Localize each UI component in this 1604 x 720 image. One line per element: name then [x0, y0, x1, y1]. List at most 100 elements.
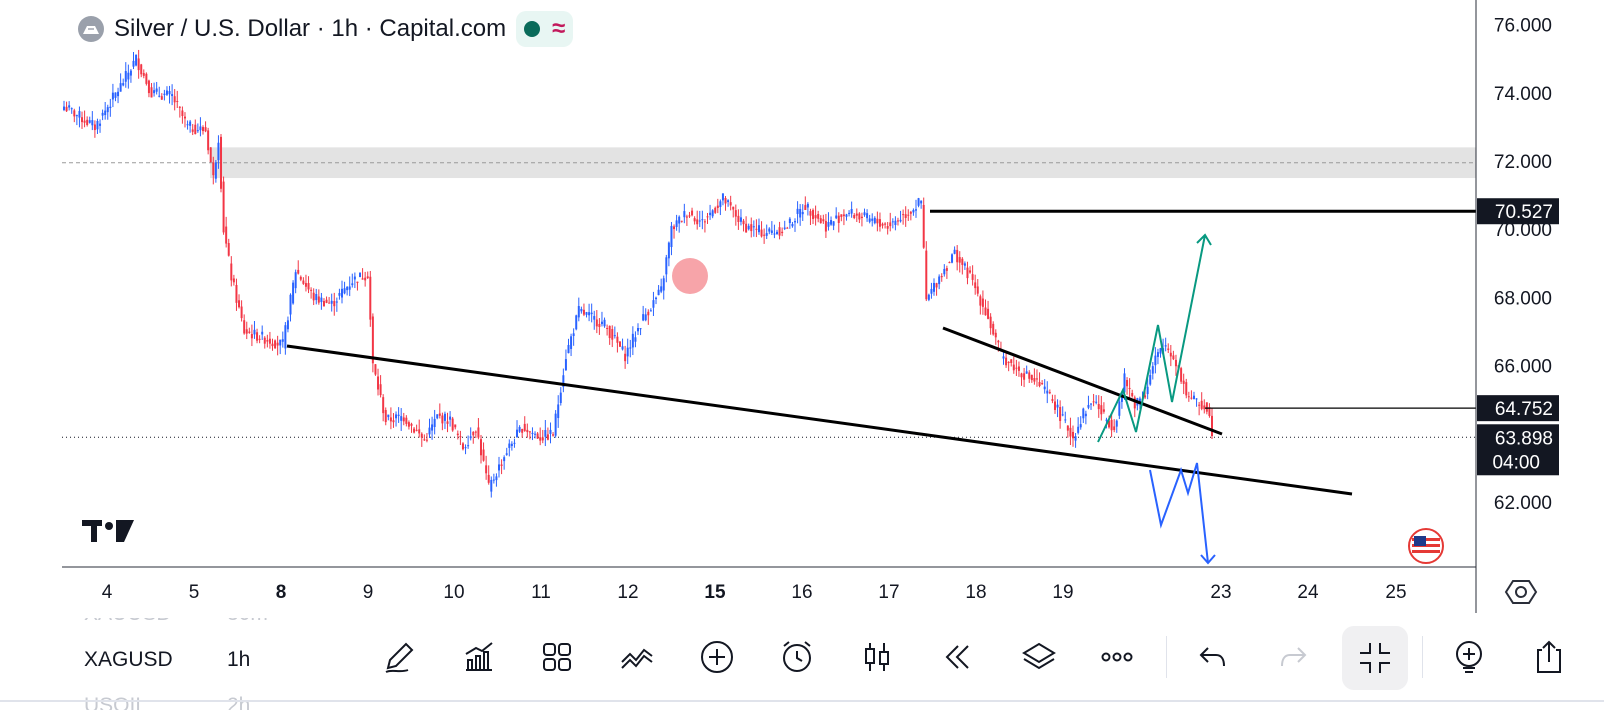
- draw-pencil-icon[interactable]: [372, 630, 426, 684]
- add-alert-icon[interactable]: [1442, 630, 1496, 684]
- toolbar-separator: [1166, 636, 1167, 678]
- candle-body: [361, 278, 364, 280]
- candle-body: [564, 359, 567, 371]
- add-icon[interactable]: [690, 630, 744, 684]
- settings-icon[interactable]: [1504, 575, 1538, 609]
- candle-body: [724, 197, 727, 204]
- candle-body: [662, 278, 665, 291]
- candle-body: [438, 413, 441, 416]
- watchlist[interactable]: XAUUSD 30m XAGUSD 1h USOIL 2h: [84, 618, 344, 710]
- candle-body: [163, 93, 166, 95]
- redo-icon[interactable]: [1266, 630, 1320, 684]
- time-tick-label: 9: [363, 582, 374, 603]
- share-icon[interactable]: [1522, 630, 1576, 684]
- candle-body: [804, 205, 807, 211]
- candle-body: [773, 233, 776, 235]
- candle-body: [822, 219, 825, 222]
- candle-body: [647, 311, 650, 316]
- candle-body: [145, 73, 148, 84]
- candle-body: [603, 319, 606, 327]
- candle-body: [140, 64, 143, 75]
- candle-body: [178, 106, 181, 108]
- candle-body: [961, 258, 964, 265]
- candle-body: [727, 200, 730, 203]
- candle-body: [850, 208, 853, 214]
- candle-body: [459, 436, 462, 438]
- candle-body: [1046, 390, 1049, 394]
- candle-body: [1051, 399, 1054, 401]
- candle-body: [456, 433, 459, 436]
- candle-body: [379, 384, 382, 396]
- signal-marker[interactable]: [672, 258, 708, 294]
- candle-body: [75, 115, 78, 117]
- candle-body: [78, 111, 81, 118]
- bearish-projection-path[interactable]: [1149, 462, 1209, 564]
- watchlist-row[interactable]: USOIL 2h: [84, 694, 344, 710]
- candle-body: [369, 276, 372, 320]
- candle-body: [830, 220, 833, 225]
- candle-body: [688, 215, 691, 217]
- candles-icon[interactable]: [850, 630, 904, 684]
- candle-body: [1110, 419, 1113, 431]
- candle-body: [261, 331, 264, 335]
- candle-body: [642, 314, 645, 321]
- short-trendline[interactable]: [942, 326, 1223, 436]
- time-tick-label: 24: [1297, 582, 1319, 603]
- alarm-icon[interactable]: [770, 630, 824, 684]
- candle-body: [99, 123, 102, 126]
- indicators-icon[interactable]: [452, 630, 506, 684]
- candle-body: [783, 227, 786, 229]
- time-axis[interactable]: 4 5 8 9 10 11 12 15 16 17 18 19 23 24 25: [102, 582, 1407, 603]
- candle-body: [739, 217, 742, 222]
- candles-layer: [63, 49, 1213, 498]
- replay-icon[interactable]: [930, 630, 984, 684]
- undo-icon[interactable]: [1186, 630, 1240, 684]
- candle-body: [940, 276, 943, 278]
- candle-body: [461, 443, 464, 450]
- time-tick-label: 5: [189, 582, 200, 603]
- candle-body: [562, 375, 565, 387]
- tradingview-logo-icon[interactable]: [82, 518, 134, 544]
- candle-body: [891, 221, 894, 223]
- last-price-badge-bg: [1477, 424, 1559, 476]
- candle-body: [534, 433, 537, 435]
- candle-body: [536, 433, 539, 439]
- candle-body: [212, 162, 215, 176]
- candle-body: [86, 119, 89, 125]
- fullscreen-exit-icon[interactable]: [1342, 626, 1408, 690]
- us-flag-icon[interactable]: [1406, 528, 1446, 564]
- bullish-projection-path[interactable]: [1097, 234, 1206, 443]
- candle-body: [935, 283, 938, 288]
- market-status[interactable]: ≈: [516, 11, 574, 47]
- candle-body: [884, 223, 887, 225]
- candle-body: [353, 276, 356, 280]
- price-badge-bg: [1477, 198, 1559, 225]
- candle-body: [384, 410, 387, 423]
- watchlist-row[interactable]: XAUUSD 30m: [84, 618, 344, 640]
- candle-body: [1211, 415, 1213, 436]
- price-tick-label: 62.000: [1494, 493, 1552, 514]
- candle-body: [1064, 419, 1067, 421]
- toolbar-separator: [1422, 636, 1423, 678]
- candle-body: [626, 347, 629, 357]
- layers-icon[interactable]: [1012, 630, 1066, 684]
- candle-body: [618, 341, 621, 347]
- candle-body: [181, 110, 184, 117]
- candle-body: [969, 270, 972, 273]
- price-chart[interactable]: 76.00074.00072.00070.00068.00066.00064.0…: [0, 0, 1604, 620]
- candle-body: [1195, 398, 1198, 400]
- candle-body: [914, 209, 917, 211]
- chart-title[interactable]: Silver / U.S. Dollar · 1h · Capital.com: [114, 15, 507, 42]
- layout-grid-icon[interactable]: [530, 630, 584, 684]
- candle-body: [279, 339, 282, 346]
- candle-body: [817, 213, 820, 219]
- candle-body: [989, 316, 992, 329]
- candle-body: [1118, 401, 1121, 416]
- watchlist-row[interactable]: XAGUSD 1h: [84, 648, 344, 686]
- long-trendline[interactable]: [286, 344, 1353, 496]
- time-tick-label: 16: [791, 582, 812, 603]
- candle-body: [420, 433, 423, 438]
- more-icon[interactable]: [1090, 630, 1144, 684]
- price-badge-bg: [1477, 395, 1559, 422]
- trend-lines-icon[interactable]: [610, 630, 664, 684]
